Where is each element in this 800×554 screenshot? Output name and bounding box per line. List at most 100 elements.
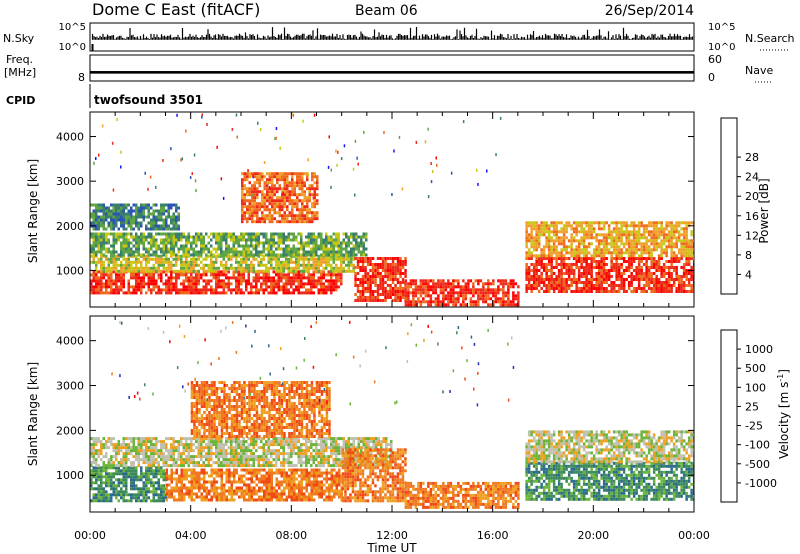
- echo-cell: [612, 263, 616, 266]
- echo-cell: [386, 293, 390, 296]
- echo-cell: [242, 247, 245, 251]
- echo-cell: [530, 230, 533, 234]
- echo-cell: [645, 290, 648, 293]
- echo-cell: [235, 253, 238, 257]
- echo-cell: [262, 241, 265, 245]
- echo-cell: [185, 276, 188, 280]
- echo-cell: [570, 290, 573, 293]
- echo-cell: [272, 235, 275, 239]
- echo-cell: [692, 233, 694, 237]
- echo-cell: [530, 257, 533, 260]
- echo-cell: [369, 260, 372, 263]
- echo-cell: [347, 238, 350, 242]
- echo-cell: [555, 221, 558, 225]
- echo-cell: [172, 224, 175, 228]
- echo-cell: [622, 224, 626, 228]
- echo-cell: [325, 291, 328, 295]
- echo-cell: [507, 285, 510, 289]
- echo-cell: [555, 245, 558, 249]
- echo-cell: [277, 269, 280, 273]
- echo-cell: [389, 263, 392, 266]
- echo-cell: [160, 238, 163, 242]
- echo-cell: [297, 273, 300, 277]
- echo-cell: [627, 245, 631, 249]
- echo-cell: [205, 244, 208, 248]
- echo-cell: [532, 242, 536, 246]
- echo-cell: [527, 281, 531, 284]
- echo-cell: [565, 272, 568, 275]
- echo-cell: [630, 245, 633, 249]
- echo-cell: [246, 208, 249, 212]
- echo-cell: [165, 232, 168, 236]
- echo-cell: [90, 260, 93, 264]
- echo-cell: [307, 266, 310, 270]
- echo-cell: [162, 224, 165, 228]
- echo-cell: [635, 245, 638, 249]
- echo-cell: [310, 285, 313, 289]
- echo-cell: [645, 242, 648, 246]
- echo-cell: [525, 257, 528, 260]
- echo-cell: [190, 244, 193, 248]
- echo-cell: [499, 297, 503, 301]
- echo-cell: [330, 250, 333, 254]
- echo-cell: [605, 269, 608, 272]
- echo-cell: [590, 290, 593, 293]
- echo-cell: [399, 272, 402, 275]
- echo-cell: [130, 266, 133, 270]
- echo-cell: [567, 275, 571, 278]
- echo-cell: [110, 257, 113, 261]
- echo-cell: [577, 260, 581, 263]
- echo-cell: [320, 263, 323, 267]
- echo-cell: [175, 241, 178, 245]
- echo-cell: [342, 253, 345, 257]
- echo-cell: [192, 276, 195, 280]
- echo-cell: [555, 227, 558, 231]
- echo-cell: [92, 288, 95, 292]
- echo-cell: [137, 212, 140, 216]
- echo-cell: [152, 203, 155, 207]
- echo-cell: [120, 215, 123, 219]
- echo-cell: [590, 275, 593, 278]
- echo-cell: [572, 236, 576, 240]
- echo-cell: [246, 205, 249, 209]
- echo-cell: [192, 279, 195, 283]
- echo-cell: [357, 235, 360, 239]
- echo-cell: [690, 284, 693, 287]
- echo-cell: [509, 282, 513, 286]
- sparse-echo-cell: [111, 141, 114, 145]
- echo-cell: [337, 244, 340, 248]
- echo-cell: [434, 300, 438, 304]
- echo-cell: [562, 245, 566, 249]
- echo-cell: [100, 257, 103, 261]
- echo-cell: [560, 269, 563, 272]
- echo-cell: [172, 263, 175, 267]
- echo-cell: [602, 257, 606, 260]
- echo-cell: [283, 184, 286, 188]
- sparse-echo-cell: [191, 172, 193, 176]
- echo-cell: [622, 284, 626, 287]
- echo-cell: [282, 235, 285, 239]
- echo-cell: [97, 215, 100, 219]
- echo-cell: [180, 291, 183, 295]
- echo-cell: [545, 236, 548, 240]
- echo-cell: [660, 284, 663, 287]
- echo-cell: [120, 235, 123, 239]
- echo-cell: [632, 245, 636, 249]
- echo-cell: [287, 282, 290, 286]
- echo-cell: [187, 288, 190, 292]
- echo-cell: [612, 221, 616, 225]
- echo-cell: [525, 233, 528, 237]
- echo-cell: [670, 242, 673, 246]
- echo-cell: [202, 263, 205, 267]
- echo-cell: [265, 253, 268, 257]
- echo-cell: [272, 232, 275, 236]
- echo-cell: [296, 172, 299, 176]
- echo-cell: [150, 266, 153, 270]
- echo-cell: [484, 291, 488, 295]
- echo-cell: [537, 242, 541, 246]
- echo-cell: [384, 287, 387, 290]
- sparse-echo-cell: [363, 130, 365, 134]
- echo-cell: [575, 224, 578, 228]
- echo-cell: [391, 257, 395, 260]
- echo-cell: [245, 266, 248, 270]
